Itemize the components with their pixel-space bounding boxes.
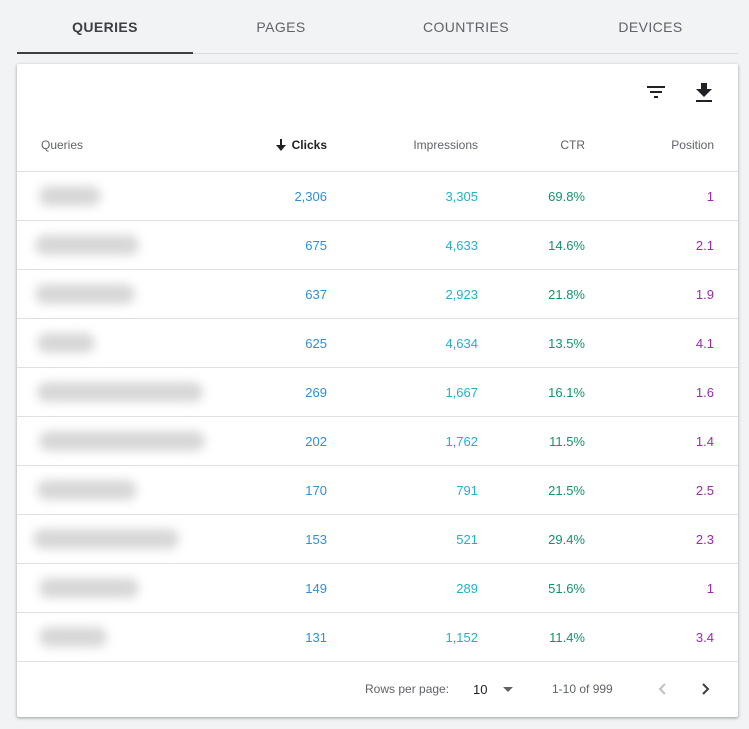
rows-per-page-label: Rows per page: [365,682,450,696]
rows-per-page-value: 10 [473,681,488,697]
filter-button[interactable] [636,72,676,112]
clicks-value: 675 [305,237,327,253]
header-impressions[interactable]: Impressions [413,137,478,152]
arrow-down-icon [275,138,286,151]
position-value: 1 [706,580,714,596]
table-row[interactable]: 131 1,152 11.4% 3.4 [17,613,738,662]
ctr-value: 29.4% [548,531,585,547]
redacted-query [37,333,95,353]
redacted-query [37,382,203,402]
table-row[interactable]: 625 4,634 13.5% 4.1 [17,319,738,368]
clicks-value: 170 [305,482,327,498]
tab-devices[interactable]: DEVICES [618,18,683,35]
table-header: Queries Clicks Impressions CTR Position [17,118,738,172]
previous-page-button[interactable] [642,669,682,709]
impressions-value: 1,667 [445,384,478,400]
tab-bar: QUERIES PAGES COUNTRIES DEVICES [17,0,738,54]
position-value: 2.3 [695,531,714,547]
position-value: 4.1 [695,335,714,351]
ctr-value: 13.5% [548,335,585,351]
table-row[interactable]: 637 2,923 21.8% 1.9 [17,270,738,319]
impressions-value: 791 [456,482,478,498]
tab-countries[interactable]: COUNTRIES [422,18,510,35]
rows-per-page-select[interactable]: 10 [473,661,514,717]
clicks-value: 149 [305,580,327,596]
position-value: 1.6 [695,384,714,400]
next-page-button[interactable] [686,669,726,709]
table-row[interactable]: 202 1,762 11.5% 1.4 [17,417,738,466]
redacted-query [37,480,137,500]
caret-down-icon [503,686,514,692]
impressions-value: 4,633 [445,237,478,253]
header-queries[interactable]: Queries [41,137,84,152]
impressions-value: 3,305 [445,188,478,204]
impressions-value: 1,152 [445,629,478,645]
clicks-value: 625 [305,335,327,351]
position-value: 1.9 [695,286,714,302]
table-row[interactable]: 153 521 29.4% 2.3 [17,515,738,564]
clicks-value: 153 [305,531,327,547]
redacted-query [39,186,101,206]
redacted-query [39,431,205,451]
impressions-value: 1,762 [445,433,478,449]
redacted-query [35,235,139,255]
tab-queries[interactable]: QUERIES [17,0,193,54]
position-value: 2.1 [695,237,714,253]
table-footer: Rows per page: 10 1-10 of 999 [17,661,738,717]
header-clicks-label: Clicks [291,137,327,152]
redacted-query [39,627,107,647]
position-value: 3.4 [695,629,714,645]
chevron-right-icon [702,683,710,695]
ctr-value: 11.5% [549,433,585,449]
clicks-value: 269 [305,384,327,400]
ctr-value: 11.4% [549,629,585,645]
clicks-value: 2,306 [294,188,327,204]
table-row[interactable]: 269 1,667 16.1% 1.6 [17,368,738,417]
impressions-value: 2,923 [445,286,478,302]
ctr-value: 51.6% [548,580,585,596]
redacted-query [33,529,179,549]
redacted-query [39,578,139,598]
queries-table-card: Queries Clicks Impressions CTR Position … [17,64,738,717]
tab-pages[interactable]: PAGES [256,18,306,35]
pagination-range: 1-10 of 999 [552,682,613,696]
impressions-value: 521 [456,531,478,547]
position-value: 1.4 [695,433,714,449]
chevron-left-icon [658,683,666,695]
header-position[interactable]: Position [671,137,714,152]
ctr-value: 16.1% [548,384,585,400]
impressions-value: 289 [456,580,478,596]
table-row[interactable]: 170 791 21.5% 2.5 [17,466,738,515]
impressions-value: 4,634 [445,335,478,351]
clicks-value: 637 [305,286,327,302]
header-clicks[interactable]: Clicks [275,118,327,171]
ctr-value: 21.8% [548,286,585,302]
download-icon [696,82,712,102]
filter-icon [647,86,665,98]
table-row[interactable]: 149 289 51.6% 1 [17,564,738,613]
table-row[interactable]: 675 4,633 14.6% 2.1 [17,221,738,270]
position-value: 1 [706,188,714,204]
download-button[interactable] [684,72,724,112]
ctr-value: 69.8% [548,188,585,204]
redacted-query [35,284,135,304]
clicks-value: 131 [305,629,327,645]
header-ctr[interactable]: CTR [560,137,585,152]
position-value: 2.5 [695,482,714,498]
ctr-value: 14.6% [548,237,585,253]
clicks-value: 202 [305,433,327,449]
ctr-value: 21.5% [548,482,585,498]
table-row[interactable]: 2,306 3,305 69.8% 1 [17,172,738,221]
